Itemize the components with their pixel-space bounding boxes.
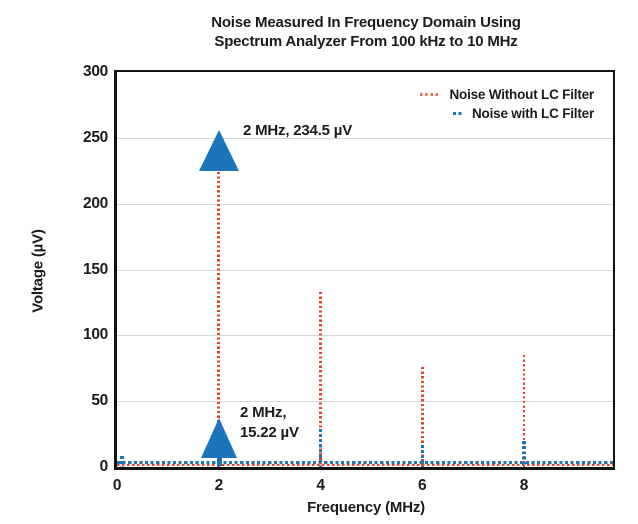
x-tick-label-0: 0: [112, 477, 122, 494]
y-tick-label-200: 200: [83, 194, 108, 212]
x-tick-label-8: 8: [519, 477, 529, 494]
spike-no-filter-8mhz: [522, 355, 526, 467]
baseline-lc-filter: [117, 461, 613, 465]
annotation-arrow-up-icon: [199, 130, 239, 171]
y-axis-title: Voltage (µV): [29, 229, 47, 313]
spike-no-filter-4mhz: [319, 291, 322, 467]
y-tick-label-250: 250: [83, 128, 108, 146]
dotted-line-marker-blue: [452, 112, 464, 115]
annotation-peak-no-filter: 2 MHz, 234.5 µV: [243, 122, 353, 139]
y-tick-label-150: 150: [83, 260, 108, 278]
annotation-line1: 2 MHz,: [240, 404, 287, 421]
plot-area: [114, 70, 615, 470]
spike-lc-filter-0.1mhz: [120, 456, 124, 467]
baseline-no-filter: [117, 463, 613, 466]
annotation-line2: 15.22 µV: [240, 424, 299, 441]
dotted-line-marker-red: [420, 93, 442, 96]
y-tick-label-0: 0: [99, 458, 109, 475]
legend-item-lc-filter: Noise with LC Filter: [340, 104, 594, 123]
chart-title-line1: Noise Measured In Frequency Domain Using: [211, 14, 521, 31]
y-tick-label-300: 300: [83, 63, 108, 80]
spike-lc-filter-4mhz: [318, 428, 323, 467]
gridline-y-50: [117, 401, 613, 403]
legend-label-lc-filter: Noise with LC Filter: [471, 106, 594, 121]
spike-no-filter-6mhz: [420, 366, 424, 467]
spike-no-filter-2mhz: [217, 158, 221, 467]
spike-lc-filter-8mhz: [522, 440, 526, 467]
gridline-y-250: [117, 137, 613, 139]
chart-title-line2: Spectrum Analyzer From 100 kHz to 10 MHz: [214, 33, 518, 50]
x-tick-label-4: 4: [316, 477, 325, 494]
legend-label-no-filter: Noise Without LC Filter: [449, 87, 594, 102]
x-axis-title: Frequency (MHz): [307, 499, 425, 516]
legend-item-no-filter: Noise Without LC Filter: [340, 85, 594, 104]
chart-title: Noise Measured In Frequency Domain Using…: [117, 13, 615, 51]
plot-inner: [117, 72, 613, 467]
x-tick-label-6: 6: [418, 477, 427, 494]
gridline-y-150: [117, 269, 613, 271]
annotation-arrow-stem: [217, 457, 222, 466]
y-tick-label-50: 50: [91, 392, 108, 410]
spike-lc-filter-6mhz: [420, 444, 424, 467]
annotation-arrow-up-icon: [201, 418, 237, 458]
legend: Noise Without LC Filter Noise with LC Fi…: [340, 85, 594, 123]
x-tick-label-2: 2: [214, 477, 224, 494]
gridline-y-100: [117, 335, 613, 337]
y-tick-label-100: 100: [83, 326, 108, 344]
gridline-y-200: [117, 203, 613, 205]
annotation-peak-lc-filter: 2 MHz, 15.22 µV: [240, 403, 299, 443]
